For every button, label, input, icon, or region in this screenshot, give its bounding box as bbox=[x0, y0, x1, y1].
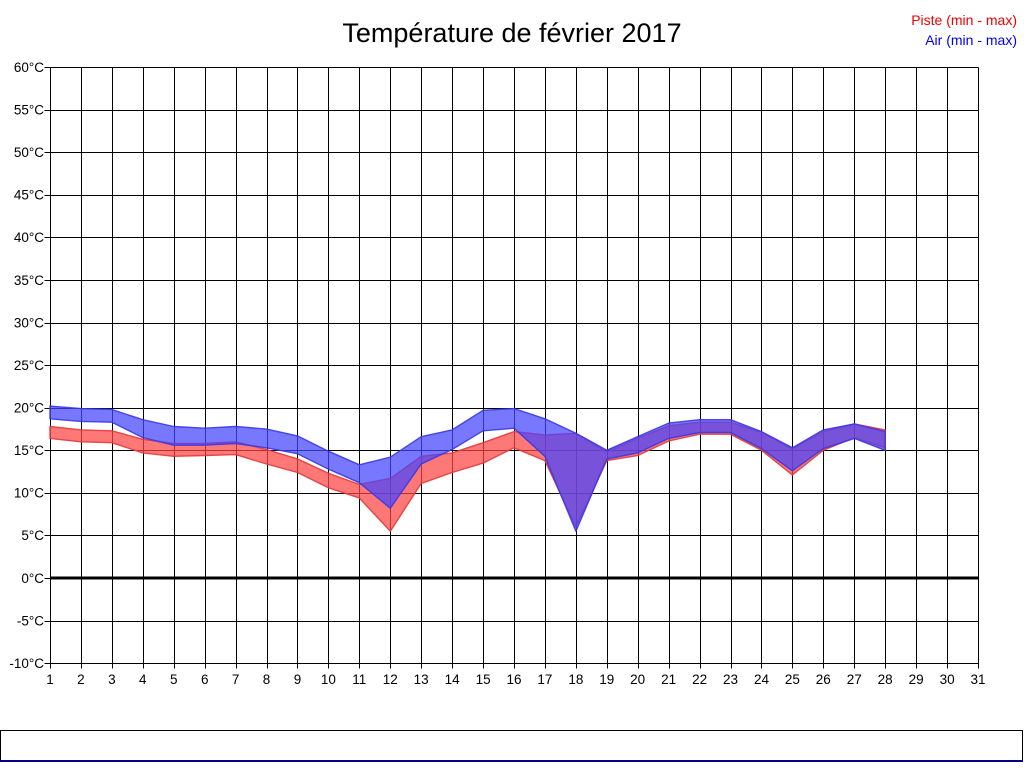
svg-text:22: 22 bbox=[692, 672, 707, 687]
svg-text:9: 9 bbox=[294, 672, 302, 687]
svg-text:8: 8 bbox=[263, 672, 271, 687]
svg-text:40°C: 40°C bbox=[14, 230, 44, 245]
svg-text:5: 5 bbox=[170, 672, 178, 687]
svg-text:60°C: 60°C bbox=[14, 60, 44, 75]
svg-text:10°C: 10°C bbox=[14, 486, 44, 501]
svg-text:-5°C: -5°C bbox=[17, 613, 44, 628]
legend-air-label: Air (min - max) bbox=[925, 32, 1017, 48]
svg-text:4: 4 bbox=[139, 672, 147, 687]
air-band-polygon bbox=[49, 405, 886, 532]
svg-text:11: 11 bbox=[352, 672, 366, 687]
svg-text:25: 25 bbox=[785, 672, 800, 687]
axis-ticks bbox=[44, 67, 979, 669]
svg-text:16: 16 bbox=[506, 672, 521, 687]
svg-text:5°C: 5°C bbox=[21, 528, 44, 543]
svg-text:17: 17 bbox=[537, 672, 552, 687]
chart-title: Température de février 2017 bbox=[342, 18, 682, 48]
svg-text:0°C: 0°C bbox=[21, 571, 44, 586]
svg-text:31: 31 bbox=[970, 672, 985, 687]
svg-text:-10°C: -10°C bbox=[9, 656, 44, 671]
svg-text:25°C: 25°C bbox=[14, 358, 44, 373]
svg-text:27: 27 bbox=[847, 672, 862, 687]
svg-text:1: 1 bbox=[46, 672, 54, 687]
svg-text:50°C: 50°C bbox=[14, 145, 44, 160]
footer-bar bbox=[0, 730, 1023, 762]
svg-text:15°C: 15°C bbox=[14, 443, 44, 458]
x-axis-labels: 1 2 3 4 5 6 7 8 9 10 11 12 13 14 15 16 17 18 19 20 21 22 23 24 2… bbox=[46, 672, 985, 687]
svg-text:55°C: 55°C bbox=[14, 103, 44, 118]
svg-text:12: 12 bbox=[383, 672, 398, 687]
svg-text:21: 21 bbox=[661, 672, 676, 687]
svg-text:7: 7 bbox=[232, 672, 240, 687]
svg-text:26: 26 bbox=[816, 672, 831, 687]
svg-text:20: 20 bbox=[630, 672, 645, 687]
legend-piste-label: Piste (min - max) bbox=[911, 12, 1017, 28]
svg-text:13: 13 bbox=[414, 672, 429, 687]
svg-text:29: 29 bbox=[909, 672, 924, 687]
svg-text:18: 18 bbox=[568, 672, 583, 687]
svg-text:19: 19 bbox=[599, 672, 614, 687]
svg-text:30°C: 30°C bbox=[14, 315, 44, 330]
svg-text:15: 15 bbox=[476, 672, 491, 687]
svg-text:10: 10 bbox=[321, 672, 336, 687]
y-axis-labels: 60°C 55°C 50°C 45°C 40°C 35°C 30°C 25°C 20°C 15°C… bbox=[9, 60, 44, 671]
svg-text:6: 6 bbox=[201, 672, 209, 687]
svg-text:30: 30 bbox=[940, 672, 955, 687]
svg-text:23: 23 bbox=[723, 672, 738, 687]
svg-text:45°C: 45°C bbox=[14, 188, 44, 203]
svg-text:35°C: 35°C bbox=[14, 273, 44, 288]
svg-text:20°C: 20°C bbox=[14, 401, 44, 416]
svg-text:24: 24 bbox=[754, 672, 770, 687]
svg-text:14: 14 bbox=[445, 672, 461, 687]
svg-text:28: 28 bbox=[878, 672, 893, 687]
svg-text:2: 2 bbox=[77, 672, 85, 687]
temperature-grid bbox=[50, 67, 979, 664]
svg-text:3: 3 bbox=[108, 672, 116, 687]
chart-legend: Piste (min - max) Air (min - max) bbox=[911, 10, 1017, 50]
